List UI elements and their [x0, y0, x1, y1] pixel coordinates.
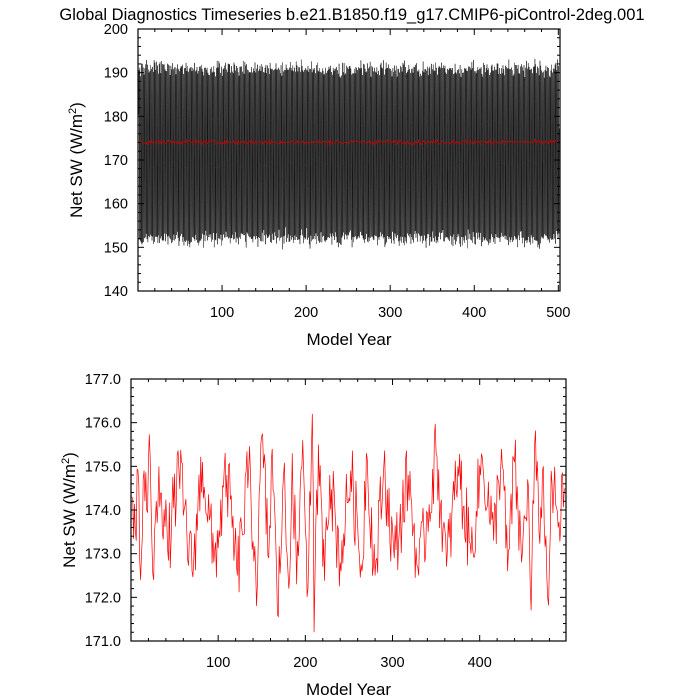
y-tick-label: 200	[104, 22, 128, 38]
x-tick-label: 400	[468, 655, 492, 671]
y-tick-label: 174.0	[85, 503, 121, 519]
series-line-annual	[131, 413, 566, 633]
y-tick-label: 190	[104, 66, 128, 82]
y-axis-label: Net SW (W/m2)	[60, 452, 79, 568]
x-tick-label: 300	[380, 655, 404, 671]
y-tick-label: 177.0	[85, 372, 121, 388]
x-tick-label: 200	[294, 305, 318, 321]
bottom-panel-annual-timeseries: 100 200 300 400 171.0 172.0 173.0 174.0 175.0 176…	[60, 372, 567, 699]
y-tick-label: 140	[104, 284, 128, 300]
x-tick-label: 300	[378, 305, 402, 321]
x-tick-label: 500	[546, 305, 570, 321]
x-axis-label: Model Year	[306, 330, 391, 349]
figure-title: Global Diagnostics Timeseries b.e21.B185…	[59, 6, 644, 24]
y-tick-label: 171.0	[85, 634, 121, 650]
top-panel-monthly-timeseries: 100 200 300 400 500 140 150 160 170 180 190 200 Mode…	[67, 22, 570, 349]
x-axis-label: Model Year	[306, 680, 391, 699]
series-line-monthly	[138, 58, 560, 250]
x-tick-label: 100	[206, 655, 230, 671]
x-tick-label: 100	[210, 305, 234, 321]
y-tick-label: 172.0	[85, 590, 121, 606]
x-tick-label: 400	[462, 305, 486, 321]
y-tick-label: 173.0	[85, 547, 121, 563]
y-axis-label: Net SW (W/m2)	[67, 102, 86, 218]
y-tick-label: 170	[104, 153, 128, 169]
series-line-annual	[138, 137, 559, 147]
y-tick-label: 160	[104, 197, 128, 213]
y-tick-label: 176.0	[85, 416, 121, 432]
y-tick-label: 175.0	[85, 459, 121, 475]
x-tick-label: 200	[293, 655, 317, 671]
y-tick-label: 180	[104, 109, 128, 125]
y-tick-label: 150	[104, 240, 128, 256]
